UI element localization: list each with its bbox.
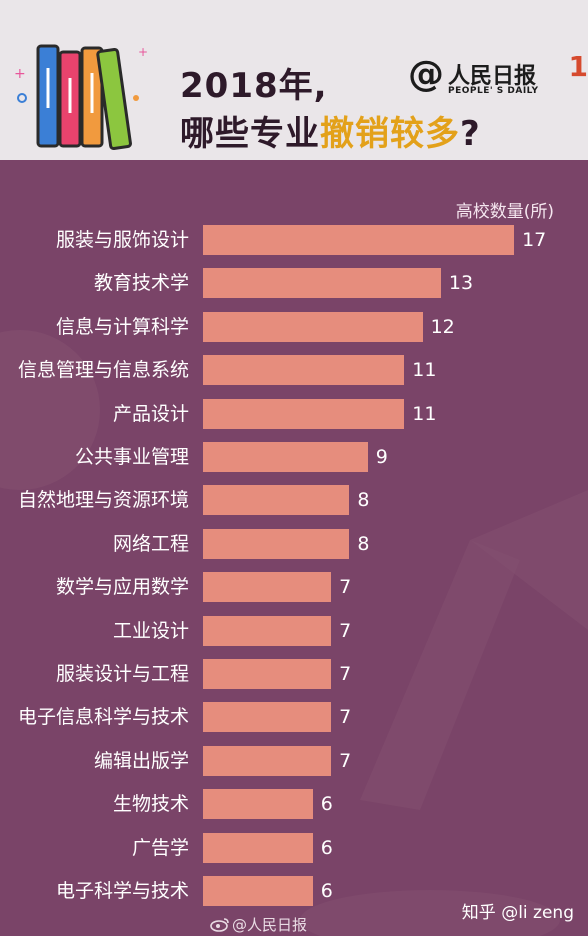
corner-mark: 1 [568, 50, 588, 83]
bar [203, 268, 441, 299]
category-label: 生物技术 [112, 793, 189, 816]
value-label: 11 [412, 402, 437, 425]
category-label: 服装与服饰设计 [55, 229, 189, 251]
bar [203, 789, 313, 820]
bar [203, 702, 332, 733]
page-title-line1: 2018年, [180, 66, 328, 106]
bar [203, 745, 332, 776]
page-title-line2: 哪些专业撤销较多? [180, 106, 481, 155]
value-label: 11 [412, 359, 437, 382]
svg-text:+: + [138, 45, 148, 59]
value-label: 7 [339, 706, 352, 729]
bar [203, 832, 313, 863]
bar [203, 485, 350, 516]
bar [203, 398, 405, 429]
category-label: 广告学 [131, 836, 189, 859]
value-label: 6 [320, 793, 333, 816]
value-label: 9 [375, 446, 388, 468]
category-label: 教育技术学 [93, 272, 189, 295]
value-label: 6 [320, 836, 333, 859]
bar [203, 659, 332, 689]
category-label: 网络工程 [112, 532, 189, 555]
value-label: 7 [339, 663, 352, 685]
title-highlight: 撤销较多 [320, 114, 460, 154]
bar [203, 225, 515, 255]
value-label: 8 [357, 532, 370, 555]
category-label: 编辑出版学 [93, 749, 189, 772]
value-label: 7 [339, 749, 352, 772]
category-label: 公共事业管理 [74, 446, 189, 468]
unit-label: 高校数量(所) [455, 202, 554, 222]
weibo-credit: @人民日报 [232, 916, 308, 934]
value-label: 17 [522, 229, 547, 251]
bar [203, 528, 350, 559]
title-suffix: ? [460, 114, 481, 154]
category-label: 服装设计与工程 [55, 663, 189, 685]
category-label: 信息与计算科学 [55, 315, 189, 338]
peoples-daily-logo: @ 人民日报 PEOPLE' S DAILY [408, 54, 548, 102]
category-label: 自然地理与资源环境 [17, 489, 189, 512]
value-label: 12 [430, 315, 455, 338]
category-label: 产品设计 [112, 402, 189, 425]
value-label: 7 [339, 576, 352, 599]
logo-chinese-name: 人民日报 [448, 64, 537, 89]
value-label: 13 [448, 272, 474, 295]
bar [203, 442, 368, 472]
bar [203, 572, 332, 603]
value-label: 8 [357, 489, 370, 512]
category-label: 工业设计 [112, 619, 189, 642]
logo-at-symbol: @ [408, 54, 444, 95]
zhihu-credit: 知乎 @li zeng [461, 903, 574, 923]
category-label: 电子科学与技术 [55, 880, 189, 902]
books-icon: + + [14, 44, 148, 151]
weibo-icon [210, 918, 229, 932]
background-lamp-illustration [0, 330, 588, 936]
title-prefix: 哪些专业 [180, 114, 320, 154]
bar [203, 876, 313, 906]
value-label: 7 [339, 619, 352, 642]
sparkle-icon: + [14, 66, 26, 82]
bar [203, 615, 332, 646]
bar [203, 311, 423, 342]
category-label: 电子信息科学与技术 [17, 706, 189, 729]
bar [203, 355, 405, 386]
category-label: 数学与应用数学 [55, 576, 189, 599]
logo-english-name: PEOPLE' S DAILY [448, 86, 539, 96]
category-label: 信息管理与信息系统 [17, 359, 189, 382]
value-label: 6 [320, 880, 333, 902]
